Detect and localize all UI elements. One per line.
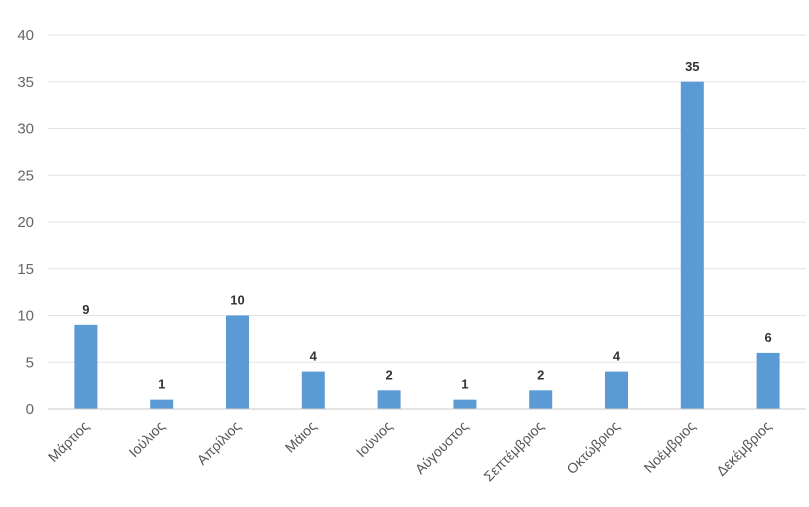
y-tick-label: 15 bbox=[17, 261, 34, 278]
x-tick-label: Ιούλιος bbox=[125, 418, 168, 461]
bar bbox=[453, 399, 477, 409]
x-tick-label: Μάιος bbox=[282, 418, 320, 456]
x-tick-label: Δεκέμβριος bbox=[713, 418, 774, 479]
y-tick-label: 20 bbox=[17, 214, 34, 231]
bar bbox=[150, 399, 174, 409]
bar bbox=[377, 390, 401, 409]
bar bbox=[529, 390, 553, 409]
x-tick-label: Αύγουστος bbox=[412, 418, 472, 478]
bar bbox=[301, 371, 325, 409]
y-axis-tick-labels: 0 5 10 15 20 25 30 35 40 bbox=[17, 27, 34, 418]
bar bbox=[680, 81, 704, 409]
grid-lines bbox=[48, 34, 806, 363]
y-tick-label: 10 bbox=[17, 308, 34, 325]
bar bbox=[226, 315, 249, 409]
data-label: 4 bbox=[613, 349, 621, 364]
x-axis-tick-labels: Μάρτιος Ιούλιος Απρίλιος Μάιος Ιούνιος Αύγουσ… bbox=[45, 418, 775, 485]
data-label: 9 bbox=[82, 302, 89, 317]
x-tick-label: Μάρτιος bbox=[45, 418, 92, 465]
bars bbox=[74, 81, 780, 409]
data-label: 1 bbox=[461, 377, 468, 392]
data-label: 10 bbox=[230, 293, 244, 308]
x-tick-label: Απρίλιος bbox=[194, 418, 244, 468]
bar bbox=[605, 371, 628, 409]
y-tick-label: 0 bbox=[26, 401, 34, 418]
x-tick-label: Οκτώβριος bbox=[563, 418, 622, 477]
data-label: 2 bbox=[537, 367, 544, 382]
x-tick-label: Σεπτέμβριος bbox=[480, 418, 547, 485]
y-tick-label: 25 bbox=[17, 167, 34, 184]
data-label: 4 bbox=[310, 349, 318, 364]
y-tick-label: 35 bbox=[17, 74, 34, 91]
data-label: 2 bbox=[385, 367, 392, 382]
x-tick-label: Ιούνιος bbox=[353, 418, 396, 461]
y-tick-label: 30 bbox=[17, 121, 34, 138]
data-label: 6 bbox=[764, 330, 771, 345]
y-tick-label: 5 bbox=[26, 354, 34, 371]
bar bbox=[74, 324, 98, 409]
x-tick-label: Νοέμβριος bbox=[641, 418, 699, 476]
data-labels: 9 1 10 4 2 1 2 4 35 6 bbox=[82, 59, 771, 392]
data-label: 35 bbox=[685, 59, 699, 74]
data-label: 1 bbox=[158, 377, 165, 392]
bar bbox=[756, 352, 780, 409]
y-tick-label: 40 bbox=[17, 27, 34, 44]
